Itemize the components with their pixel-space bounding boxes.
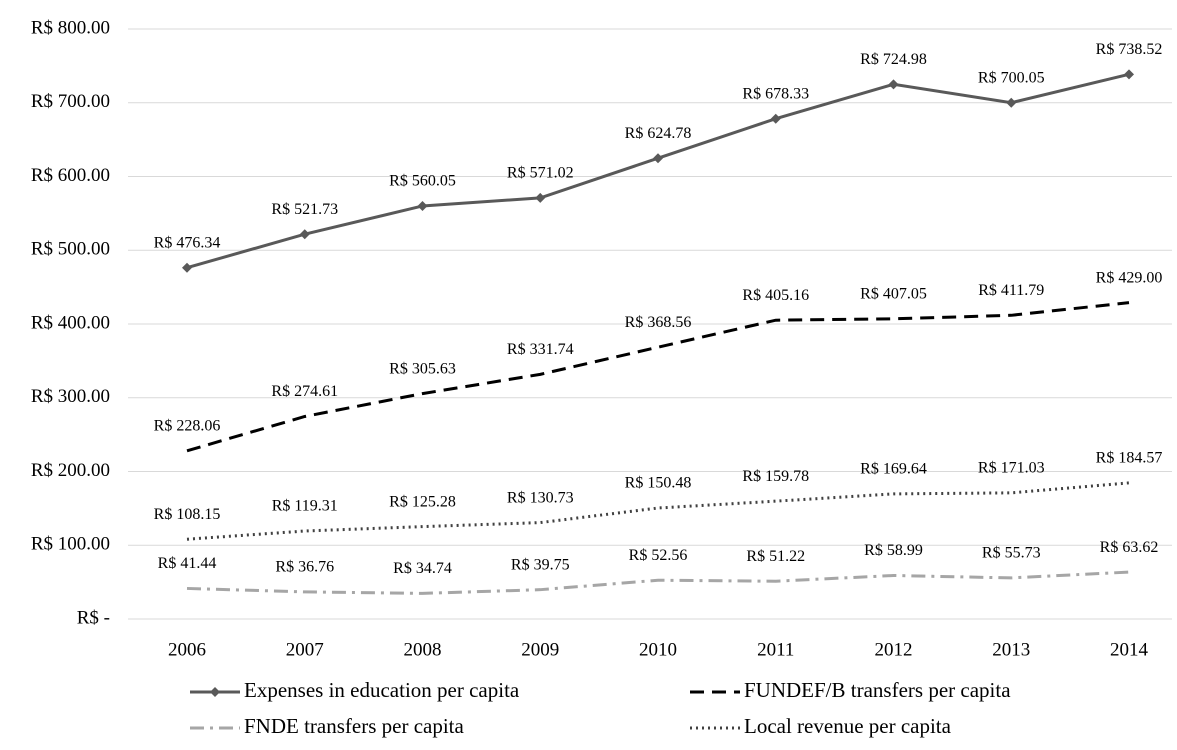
data-label: R$ 159.78 (742, 468, 809, 485)
legend-marker (210, 687, 220, 697)
data-label: R$ 63.62 (1100, 539, 1159, 556)
data-label: R$ 405.16 (742, 287, 809, 304)
y-tick-label: R$ 700.00 (31, 91, 110, 112)
data-label: R$ 678.33 (742, 85, 809, 102)
data-point (417, 200, 428, 211)
x-tick-label: 2014 (1110, 639, 1149, 660)
data-point (653, 153, 663, 164)
y-tick-label: R$ 300.00 (31, 386, 110, 407)
data-label: R$ 150.48 (625, 475, 692, 492)
y-tick-label: R$ 200.00 (31, 460, 110, 481)
data-label: R$ 407.05 (860, 285, 927, 302)
data-label: R$ 724.98 (860, 51, 927, 68)
data-label: R$ 429.00 (1096, 269, 1163, 286)
data-label: R$ 58.99 (864, 542, 923, 559)
x-tick-label: 2011 (757, 639, 794, 660)
data-label: R$ 476.34 (154, 234, 221, 251)
data-label: R$ 130.73 (507, 489, 574, 506)
data-label: R$ 108.15 (154, 506, 221, 523)
x-tick-label: 2009 (521, 639, 559, 660)
data-point (299, 229, 310, 240)
data-label: R$ 571.02 (507, 165, 574, 182)
data-label: R$ 624.78 (625, 125, 692, 142)
y-tick-label: R$ 100.00 (31, 534, 110, 555)
series-line (186, 481, 1130, 541)
x-tick-label: 2012 (875, 639, 913, 660)
series-line (186, 301, 1130, 453)
series-line (186, 570, 1130, 595)
data-point (535, 192, 546, 203)
legend-label: FNDE transfers per capita (244, 714, 465, 738)
data-label: R$ 52.56 (629, 547, 688, 564)
x-tick-label: 2008 (404, 639, 442, 660)
series-line (186, 72, 1130, 270)
data-label: R$ 119.31 (272, 498, 338, 515)
data-label: R$ 521.73 (271, 201, 338, 218)
data-label: R$ 274.61 (271, 383, 338, 400)
data-label: R$ 305.63 (389, 360, 456, 377)
data-label: R$ 125.28 (389, 493, 456, 510)
data-label: R$ 41.44 (158, 555, 217, 572)
y-tick-label: R$ 500.00 (31, 239, 110, 260)
data-label: R$ 169.64 (860, 461, 927, 478)
legend-label: Local revenue per capita (744, 714, 952, 738)
x-tick-label: 2006 (168, 639, 206, 660)
data-label: R$ 171.03 (978, 460, 1045, 477)
data-label: R$ 55.73 (982, 545, 1041, 562)
x-tick-label: 2013 (992, 639, 1030, 660)
data-label: R$ 368.56 (625, 314, 692, 331)
data-point (182, 262, 192, 273)
data-label: R$ 700.05 (978, 69, 1045, 86)
data-label: R$ 34.74 (393, 560, 452, 577)
data-label: R$ 36.76 (275, 559, 334, 576)
legend-label: FUNDEF/B transfers per capita (744, 678, 1011, 702)
y-tick-label: R$ - (77, 607, 110, 628)
data-point (888, 79, 899, 90)
data-label: R$ 184.57 (1096, 450, 1163, 467)
x-tick-label: 2007 (286, 639, 324, 660)
data-label: R$ 331.74 (507, 341, 574, 358)
data-label: R$ 228.06 (154, 417, 221, 434)
data-label: R$ 560.05 (389, 173, 456, 190)
data-point (1124, 69, 1134, 80)
x-tick-label: 2010 (639, 639, 677, 660)
y-tick-label: R$ 800.00 (31, 17, 110, 38)
legend-label: Expenses in education per capita (244, 678, 520, 702)
y-tick-label: R$ 400.00 (31, 312, 110, 333)
data-label: R$ 738.52 (1096, 41, 1163, 58)
data-point (1006, 97, 1017, 108)
data-point (770, 113, 781, 124)
y-tick-label: R$ 600.00 (31, 165, 110, 186)
data-label: R$ 51.22 (746, 548, 805, 565)
data-label: R$ 39.75 (511, 556, 570, 573)
data-label: R$ 411.79 (978, 282, 1044, 299)
